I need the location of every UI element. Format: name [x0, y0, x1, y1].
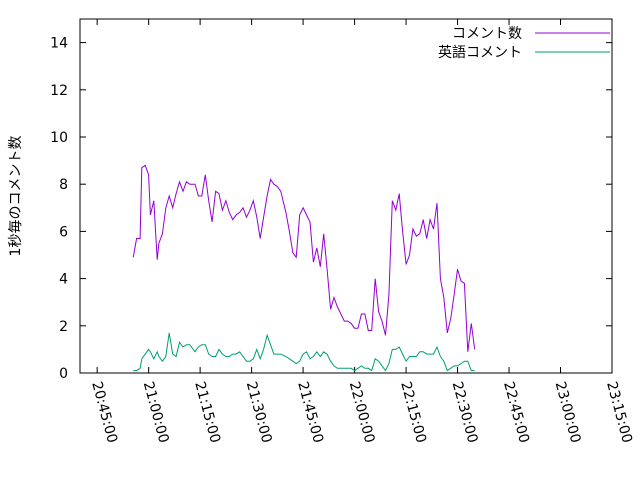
x-tick-label: 21:15:00 [191, 380, 223, 445]
y-tick-label: 12 [50, 83, 68, 99]
x-tick-label: 22:45:00 [500, 380, 532, 445]
y-tick-label: 14 [50, 36, 68, 52]
x-tick-label: 21:30:00 [243, 380, 275, 445]
series-line-1 [132, 164, 476, 352]
y-tick-label: 8 [59, 177, 68, 193]
series-lines [132, 164, 476, 372]
x-tick-label: 20:45:00 [88, 380, 120, 445]
x-tick-label: 21:45:00 [294, 380, 326, 445]
plot-frame [79, 18, 613, 374]
x-tick-label: 22:15:00 [397, 380, 429, 445]
axes: 0 2 4 6 8 10 12 14 20:45:00 21:00:00 21:15:00 21:30… [8, 18, 635, 445]
x-tick-label: 22:30:00 [449, 380, 481, 445]
y-tick-label: 0 [59, 366, 68, 382]
x-tick-label: 23:15:00 [603, 380, 635, 445]
y-tick-label: 6 [59, 224, 68, 240]
series-line-2 [133, 332, 475, 372]
x-tick-label: 21:00:00 [140, 380, 172, 445]
y-tick-label: 2 [59, 319, 68, 335]
y-axis-title: 1秒毎のコメント数 [8, 136, 24, 257]
y-tick-label: 10 [50, 130, 68, 146]
x-tick-label: 23:00:00 [552, 380, 584, 445]
x-tick-label: 22:00:00 [346, 380, 378, 445]
legend-label-2: 英語コメント [438, 44, 522, 61]
y-tick-label: 4 [59, 272, 68, 288]
legend-label-1: コメント数 [452, 26, 522, 42]
